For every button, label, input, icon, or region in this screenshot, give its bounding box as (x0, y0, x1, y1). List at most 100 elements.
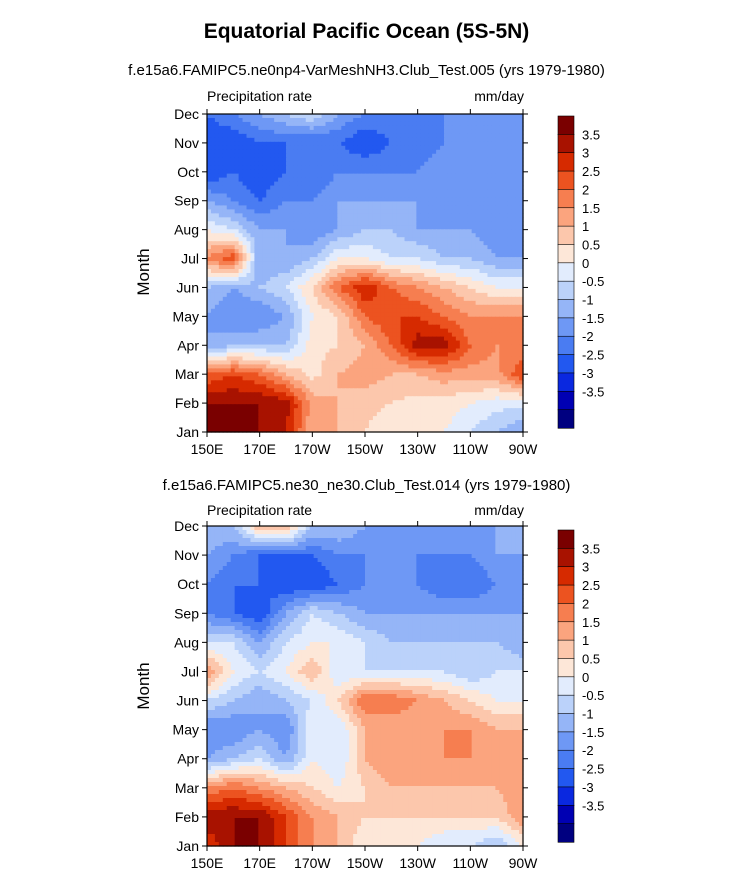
heatmap-cell (226, 237, 232, 242)
heatmap-cell (333, 269, 338, 274)
heatmap-cell (309, 137, 315, 143)
heatmap-cell (274, 229, 279, 234)
heatmap-cell (368, 221, 374, 226)
heatmap-cell (293, 117, 299, 123)
heatmap-cell (376, 292, 382, 298)
heatmap-cell (218, 201, 224, 207)
heatmap-cell (345, 253, 350, 258)
heatmap-cell (424, 269, 429, 274)
heatmap-cell (353, 137, 358, 143)
heatmap-cell (424, 308, 429, 314)
heatmap-cell (432, 145, 437, 151)
heatmap-cell (365, 356, 370, 362)
heatmap-cell (262, 332, 267, 338)
heatmap-cell (333, 125, 338, 131)
heatmap-cell (238, 145, 244, 151)
heatmap-cell (270, 296, 275, 302)
heatmap-cell (495, 316, 500, 322)
heatmap-cell (305, 209, 311, 214)
heatmap-cell (301, 185, 307, 191)
heatmap-cell (333, 157, 338, 163)
heatmap-cell (412, 273, 417, 278)
heatmap-cell (388, 197, 394, 203)
heatmap-cell (254, 344, 259, 350)
heatmap-cell (491, 233, 496, 238)
heatmap-cell (361, 324, 366, 330)
heatmap-cell (242, 280, 248, 286)
heatmap-cell (309, 280, 315, 286)
heatmap-cell (388, 320, 394, 326)
heatmap-cell (400, 273, 406, 278)
heatmap-cell (388, 117, 394, 123)
heatmap-cell (345, 213, 350, 218)
heatmap-cell (376, 205, 382, 210)
heatmap-cell (321, 229, 327, 234)
heatmap-cell (428, 129, 433, 135)
heatmap-cell (440, 237, 445, 242)
heatmap-cell (400, 284, 406, 290)
heatmap-cell (325, 269, 331, 274)
heatmap-cell (329, 308, 334, 314)
heatmap-cell (459, 237, 465, 242)
heatmap-cell (515, 308, 520, 314)
heatmap-cell (250, 332, 255, 338)
heatmap-cell (353, 253, 358, 258)
heatmap-cell (432, 312, 437, 318)
heatmap-cell (329, 324, 334, 330)
heatmap-cell (447, 209, 453, 214)
heatmap-cell (463, 312, 469, 318)
heatmap-cell (424, 173, 429, 179)
heatmap-cell (207, 193, 212, 199)
heatmap-cell (424, 241, 429, 246)
heatmap-cell (408, 356, 413, 362)
heatmap-cell (475, 253, 481, 258)
heatmap-cell (361, 245, 366, 250)
heatmap-cell (274, 348, 279, 354)
heatmap-cell (440, 153, 445, 159)
heatmap-cell (234, 197, 240, 203)
heatmap-cell (234, 153, 240, 159)
heatmap-cell (483, 273, 489, 278)
heatmap-cell (388, 249, 394, 254)
heatmap-cell (376, 336, 382, 342)
heatmap-cell (380, 288, 386, 294)
heatmap-cell (408, 324, 413, 330)
heatmap-cell (250, 197, 255, 203)
heatmap-cell (392, 308, 398, 314)
heatmap-cell (487, 316, 492, 322)
heatmap-cell (432, 253, 437, 258)
heatmap-cell (333, 245, 338, 250)
heatmap-cell (341, 137, 346, 143)
heatmap-cell (325, 257, 331, 262)
heatmap-cell (487, 137, 492, 143)
heatmap-cell (218, 114, 224, 119)
heatmap-cell (341, 284, 346, 290)
heatmap-cell (210, 213, 216, 218)
heatmap-cell (416, 237, 421, 242)
heatmap-cell (357, 280, 362, 286)
heatmap-cell (345, 344, 350, 350)
heatmap-cell (436, 189, 441, 195)
heatmap-cell (455, 153, 461, 159)
heatmap-cell (471, 348, 477, 354)
heatmap-cell (416, 209, 421, 214)
heatmap-cell (222, 193, 228, 199)
heatmap-cell (444, 117, 449, 123)
heatmap-cell (207, 233, 212, 238)
heatmap-cell (376, 249, 382, 254)
heatmap-cell (230, 265, 236, 270)
heatmap-cell (408, 169, 413, 175)
heatmap-cell (463, 133, 469, 139)
heatmap-cell (345, 193, 350, 199)
heatmap-cell (440, 336, 445, 342)
heatmap-cell (444, 237, 449, 242)
heatmap-cell (270, 336, 275, 342)
heatmap-cell (242, 185, 248, 191)
heatmap-cell (384, 145, 390, 151)
heatmap-cell (293, 201, 299, 207)
heatmap-cell (447, 253, 453, 258)
heatmap-cell (432, 157, 437, 163)
heatmap-cell (471, 125, 477, 131)
heatmap-cell (487, 328, 492, 334)
heatmap-cell (357, 117, 362, 123)
